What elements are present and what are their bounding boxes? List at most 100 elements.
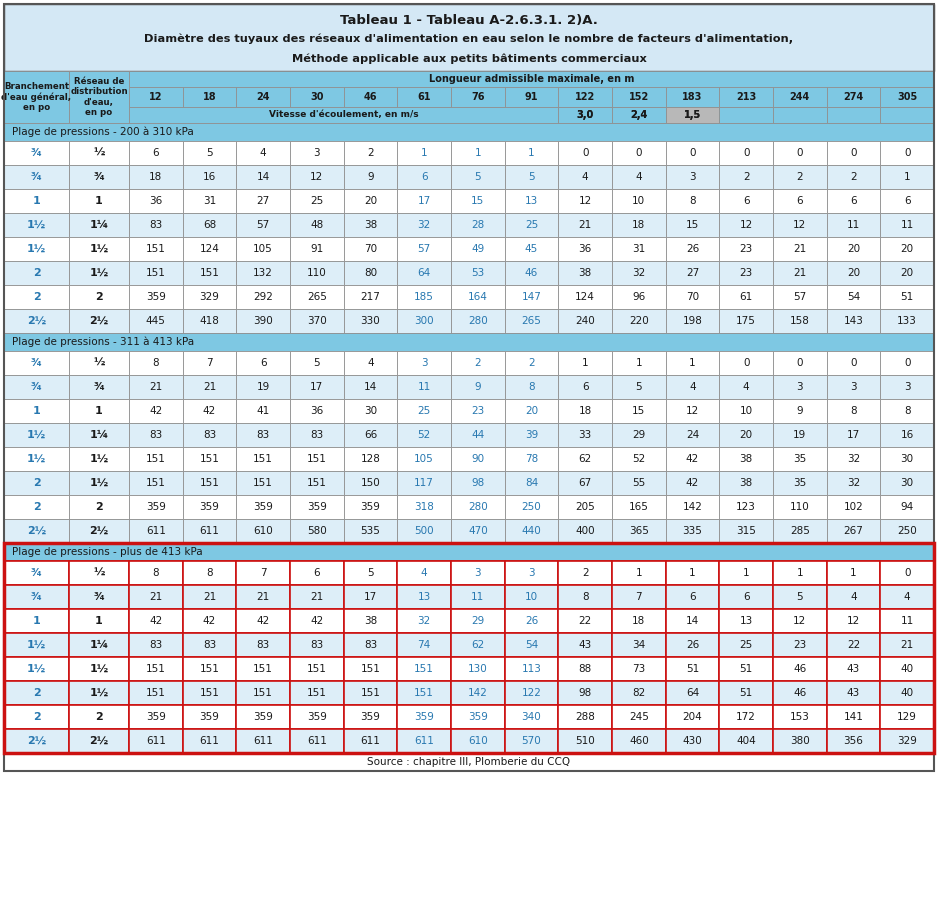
Bar <box>129 71 934 87</box>
Text: 3: 3 <box>904 382 911 392</box>
Text: 10: 10 <box>739 406 752 416</box>
Text: 42: 42 <box>203 406 216 416</box>
Text: 329: 329 <box>898 736 917 746</box>
Text: 12: 12 <box>579 196 592 206</box>
Bar <box>129 141 183 165</box>
Text: 151: 151 <box>146 478 166 488</box>
Text: 83: 83 <box>203 640 216 650</box>
Text: 151: 151 <box>253 688 273 698</box>
Bar <box>612 633 666 657</box>
Bar <box>4 141 69 165</box>
Bar <box>398 447 451 471</box>
Bar <box>773 519 826 543</box>
Bar <box>612 213 666 237</box>
Text: 53: 53 <box>471 268 484 278</box>
Bar <box>666 399 719 423</box>
Bar <box>69 447 129 471</box>
Bar <box>398 423 451 447</box>
Text: 42: 42 <box>310 616 324 626</box>
Bar <box>881 609 934 633</box>
Text: 83: 83 <box>310 430 324 440</box>
Bar <box>719 237 773 261</box>
Bar <box>558 375 612 399</box>
Text: 13: 13 <box>417 592 431 602</box>
Bar <box>69 309 129 333</box>
Bar <box>451 609 505 633</box>
Bar <box>290 705 343 729</box>
Bar <box>398 729 451 753</box>
Bar <box>69 375 129 399</box>
Bar <box>69 71 129 123</box>
Bar <box>719 87 773 107</box>
Text: 1: 1 <box>475 148 481 158</box>
Text: Tableau 1 - Tableau A-2.6.3.1. 2)A.: Tableau 1 - Tableau A-2.6.3.1. 2)A. <box>340 14 598 27</box>
Text: 2: 2 <box>33 502 40 512</box>
Text: 38: 38 <box>579 268 592 278</box>
Bar <box>129 351 183 375</box>
Bar <box>183 705 236 729</box>
Text: 460: 460 <box>629 736 649 746</box>
Bar <box>290 237 343 261</box>
Bar <box>451 447 505 471</box>
Text: 130: 130 <box>468 664 488 674</box>
Bar <box>183 729 236 753</box>
Text: 22: 22 <box>847 640 860 650</box>
Bar <box>69 141 129 165</box>
Bar <box>398 237 451 261</box>
Bar <box>69 165 129 189</box>
Text: 0: 0 <box>636 148 643 158</box>
Text: 610: 610 <box>468 736 488 746</box>
Bar <box>719 561 773 585</box>
Bar <box>4 519 69 543</box>
Text: 18: 18 <box>149 172 162 182</box>
Bar <box>505 213 558 237</box>
Text: 6: 6 <box>153 148 159 158</box>
Bar <box>666 423 719 447</box>
Bar <box>881 633 934 657</box>
Bar <box>343 705 398 729</box>
Bar <box>398 285 451 309</box>
Text: 5: 5 <box>313 358 320 368</box>
Bar <box>451 165 505 189</box>
Text: 6: 6 <box>582 382 588 392</box>
Text: 31: 31 <box>203 196 216 206</box>
Text: 23: 23 <box>794 640 807 650</box>
Bar <box>505 375 558 399</box>
Bar <box>773 633 826 657</box>
Text: 44: 44 <box>471 430 484 440</box>
Text: 36: 36 <box>149 196 162 206</box>
Bar <box>719 447 773 471</box>
Text: 6: 6 <box>743 592 749 602</box>
Bar <box>343 375 398 399</box>
Bar <box>236 519 290 543</box>
Text: 14: 14 <box>686 616 699 626</box>
Text: ³⁄₄: ³⁄₄ <box>31 148 42 158</box>
Text: 153: 153 <box>790 712 809 722</box>
Bar <box>398 681 451 705</box>
Bar <box>612 471 666 495</box>
Text: 2½: 2½ <box>27 736 46 746</box>
Text: 20: 20 <box>847 244 860 254</box>
Bar <box>773 87 826 107</box>
Text: 217: 217 <box>360 292 381 302</box>
Text: 1: 1 <box>582 358 588 368</box>
Text: ³⁄₄: ³⁄₄ <box>31 592 42 602</box>
Bar <box>236 447 290 471</box>
Bar <box>129 309 183 333</box>
Text: 12: 12 <box>686 406 699 416</box>
Bar <box>719 729 773 753</box>
Text: 105: 105 <box>253 244 273 254</box>
Bar <box>558 87 612 107</box>
Text: 29: 29 <box>632 430 645 440</box>
Bar <box>398 585 451 609</box>
Text: 83: 83 <box>256 640 270 650</box>
Bar <box>881 447 934 471</box>
Bar <box>719 519 773 543</box>
Bar <box>69 561 129 585</box>
Text: 151: 151 <box>307 688 326 698</box>
Text: 40: 40 <box>900 664 914 674</box>
Bar <box>826 561 881 585</box>
Text: 1½: 1½ <box>89 688 109 698</box>
Text: 12: 12 <box>739 220 753 230</box>
Text: 244: 244 <box>790 92 809 102</box>
